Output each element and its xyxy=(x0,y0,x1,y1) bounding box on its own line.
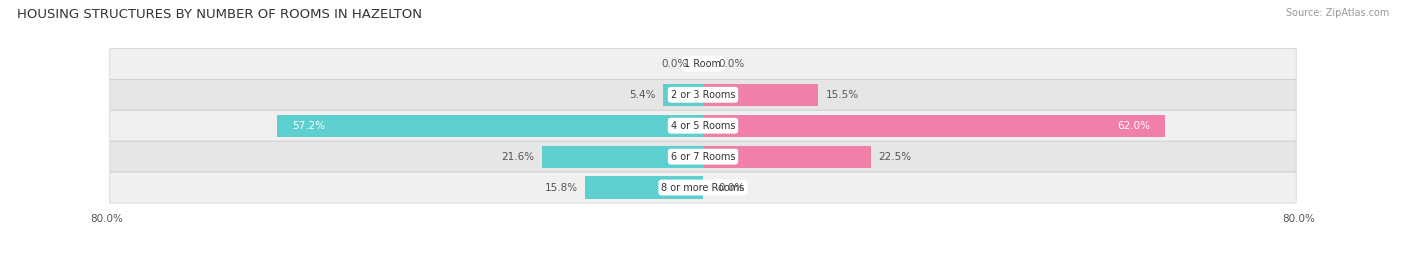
Text: 2 or 3 Rooms: 2 or 3 Rooms xyxy=(671,90,735,100)
Text: 0.0%: 0.0% xyxy=(718,183,744,193)
Text: 8 or more Rooms: 8 or more Rooms xyxy=(661,183,745,193)
Text: 5.4%: 5.4% xyxy=(628,90,655,100)
Bar xyxy=(585,176,703,199)
Text: Source: ZipAtlas.com: Source: ZipAtlas.com xyxy=(1285,8,1389,18)
Text: 6 or 7 Rooms: 6 or 7 Rooms xyxy=(671,152,735,162)
Bar xyxy=(703,115,1164,137)
Text: 62.0%: 62.0% xyxy=(1116,121,1150,131)
Text: 21.6%: 21.6% xyxy=(502,152,534,162)
Bar xyxy=(703,84,818,106)
Text: 15.5%: 15.5% xyxy=(825,90,859,100)
Text: 1 Room: 1 Room xyxy=(685,59,721,69)
Text: 4 or 5 Rooms: 4 or 5 Rooms xyxy=(671,121,735,131)
Bar xyxy=(703,146,870,168)
Bar xyxy=(277,115,703,137)
Text: 0.0%: 0.0% xyxy=(662,59,688,69)
FancyBboxPatch shape xyxy=(110,141,1296,172)
Bar xyxy=(662,84,703,106)
FancyBboxPatch shape xyxy=(110,79,1296,110)
Text: 57.2%: 57.2% xyxy=(292,121,325,131)
Text: 0.0%: 0.0% xyxy=(718,59,744,69)
Text: 22.5%: 22.5% xyxy=(877,152,911,162)
Text: 15.8%: 15.8% xyxy=(544,183,578,193)
FancyBboxPatch shape xyxy=(110,48,1296,79)
FancyBboxPatch shape xyxy=(110,172,1296,203)
Text: HOUSING STRUCTURES BY NUMBER OF ROOMS IN HAZELTON: HOUSING STRUCTURES BY NUMBER OF ROOMS IN… xyxy=(17,8,422,21)
FancyBboxPatch shape xyxy=(110,110,1296,141)
Bar xyxy=(543,146,703,168)
